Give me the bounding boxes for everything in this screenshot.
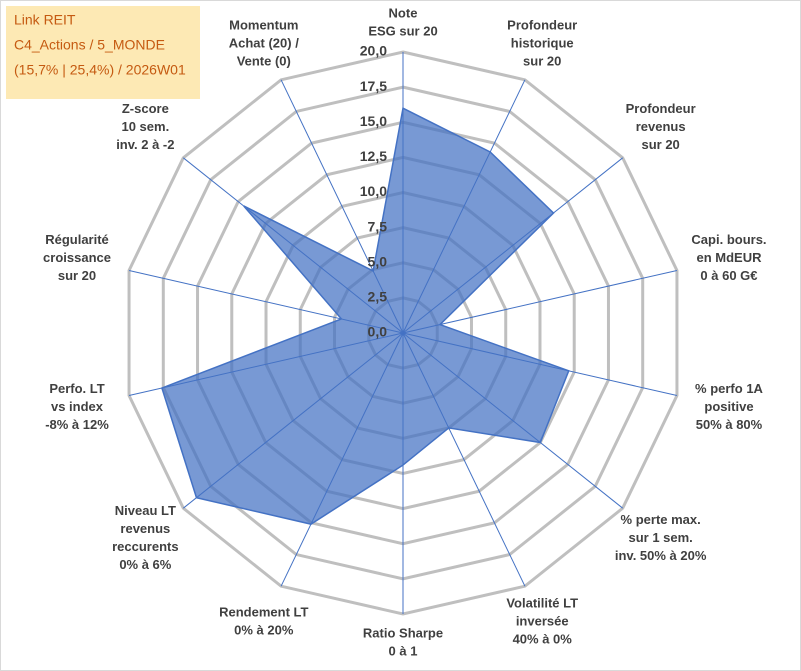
category-label: Perfo. LT <box>49 381 104 396</box>
category-label: % perfo 1A <box>695 381 764 396</box>
category-label: sur 20 <box>641 137 679 152</box>
r-tick-label: 10,0 <box>360 183 387 199</box>
category-label: ESG sur 20 <box>368 23 437 38</box>
labels: 0,0 2,5 5,0 7,5 10,0 12,5 15,0 17,5 20,0 Note ESG … <box>43 5 767 658</box>
category-label: reccurents <box>112 539 178 554</box>
category-label: 50% à 80% <box>696 417 763 432</box>
r-tick-label: 12,5 <box>360 148 387 164</box>
category-label: Profondeur <box>626 101 696 116</box>
category-label: Régularité <box>45 232 109 247</box>
category-label: Capi. bours. <box>691 232 766 247</box>
category-label: 0% à 20% <box>234 623 294 638</box>
category-label: 0% à 6% <box>119 557 171 572</box>
info-box <box>6 6 200 99</box>
category-label: Vente (0) <box>237 53 291 68</box>
data-area <box>160 107 570 525</box>
category-label: positive <box>704 399 753 414</box>
r-tick-label: 17,5 <box>360 78 387 94</box>
info-line: Link REIT <box>14 12 76 28</box>
category-label: Z-score <box>122 101 169 116</box>
category-label: sur 20 <box>58 268 96 283</box>
category-label: Momentum <box>229 17 298 32</box>
category-label: Profondeur <box>507 17 577 32</box>
category-label: % perte max. <box>621 512 701 527</box>
r-tick-label: 20,0 <box>360 43 387 59</box>
category-label: 10 sem. <box>121 119 169 134</box>
category-label: 0 à 60 G€ <box>700 268 757 283</box>
r-tick-label: 5,0 <box>368 253 388 269</box>
category-label: croissance <box>43 250 111 265</box>
category-label: sur 20 <box>523 53 561 68</box>
category-label: Volatilité LT <box>506 596 578 611</box>
plot <box>160 107 570 525</box>
category-label: revenus <box>120 521 170 536</box>
category-label: inv. 50% à 20% <box>615 548 707 563</box>
category-label: 40% à 0% <box>513 632 573 647</box>
r-tick-label: 15,0 <box>360 113 387 129</box>
info-line: (15,7% | 25,4%) / 2026W01 <box>14 62 186 78</box>
category-label: Niveau LT <box>115 503 176 518</box>
category-label: Ratio Sharpe <box>363 625 443 640</box>
category-label: historique <box>511 35 574 50</box>
axis-line <box>402 269 678 334</box>
category-label: -8% à 12% <box>45 417 109 432</box>
info-line: C4_Actions / 5_MONDE <box>14 37 165 53</box>
category-label: Achat (20) / <box>229 35 299 50</box>
category-label: vs index <box>51 399 104 414</box>
category-label: Rendement LT <box>219 605 308 620</box>
category-label: inv. 2 à -2 <box>116 137 174 152</box>
r-tick-label: 0,0 <box>368 324 388 340</box>
r-tick-label: 2,5 <box>368 289 388 305</box>
category-label: en MdEUR <box>696 250 762 265</box>
category-label: 0 à 1 <box>389 643 418 658</box>
category-label: Note <box>389 5 418 20</box>
category-label: inversée <box>516 614 569 629</box>
category-label: revenus <box>636 119 686 134</box>
r-tick-label: 7,5 <box>368 218 388 234</box>
category-label: sur 1 sem. <box>628 530 692 545</box>
